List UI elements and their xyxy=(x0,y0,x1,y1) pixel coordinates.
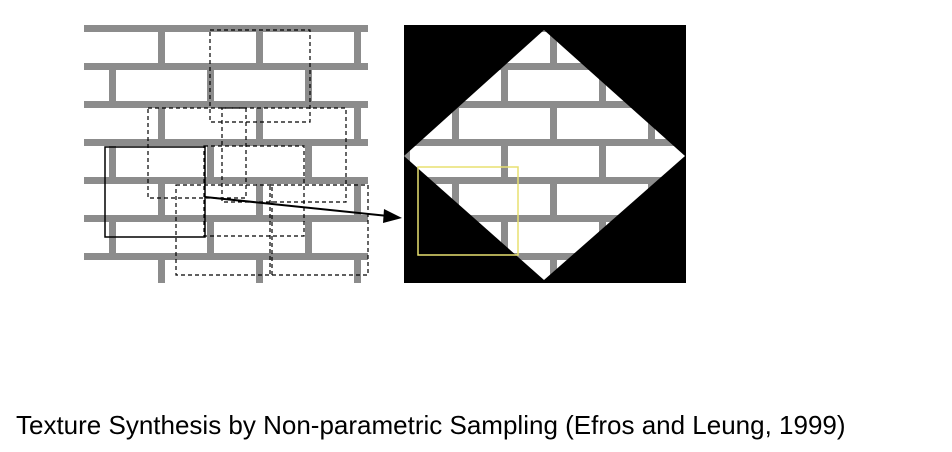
candidate-window xyxy=(203,145,305,237)
arrow-head-icon xyxy=(383,209,402,223)
candidate-window xyxy=(209,29,311,123)
figure-caption: Texture Synthesis by Non-parametric Samp… xyxy=(16,410,846,440)
synthesized-texture-panel xyxy=(404,25,686,283)
unfilled-region xyxy=(416,167,520,262)
candidate-window xyxy=(147,107,247,199)
query-window xyxy=(417,166,519,256)
candidate-window xyxy=(269,184,369,276)
best-match-window xyxy=(104,146,206,238)
source-texture-panel xyxy=(84,25,369,283)
sampling-arrow xyxy=(204,196,402,223)
source-brick-texture xyxy=(84,25,368,283)
candidate-window xyxy=(175,184,273,276)
candidate-window xyxy=(221,107,347,203)
